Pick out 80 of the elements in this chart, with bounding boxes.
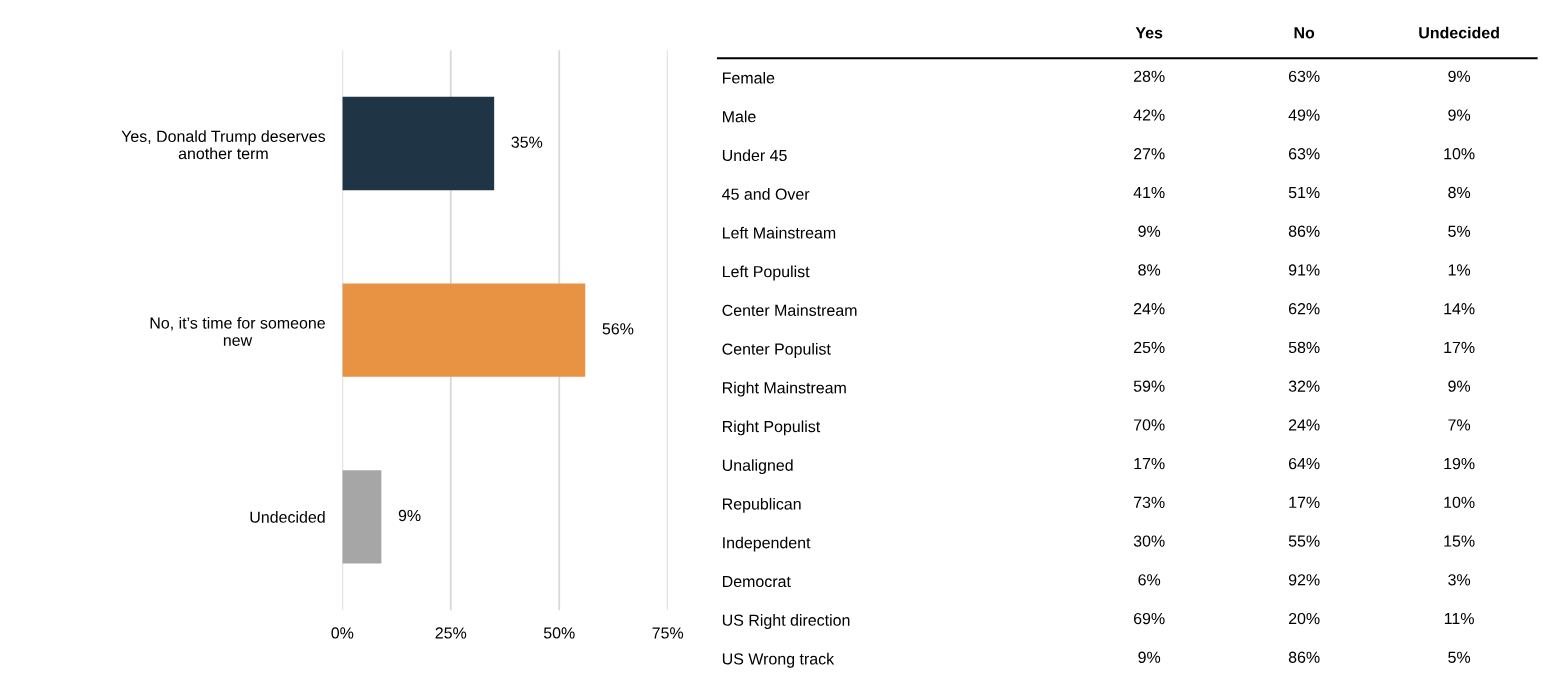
text: 5% (1448, 651, 1471, 663)
text: 49% (1288, 109, 1320, 121)
text: 41% (1133, 186, 1165, 199)
text: 27% (1134, 148, 1165, 160)
y-tick-label: No, it’s time for someone new (150, 316, 325, 346)
y-tick-label: Undecided (250, 511, 325, 523)
bar (342, 283, 586, 377)
x-tick-label: 75% (652, 627, 684, 639)
data-label: 9% (398, 509, 421, 522)
text: 86% (1288, 651, 1320, 663)
x-tick-label: 25% (435, 627, 467, 639)
category-label: Right Mainstream (723, 381, 846, 397)
text: 3% (1448, 574, 1471, 586)
text: 42% (1133, 109, 1165, 121)
text: 17% (1444, 341, 1475, 354)
category-label: Right Populist (723, 420, 821, 436)
text: 10% (1444, 148, 1475, 160)
category-label: Under 45 (722, 149, 787, 162)
category-label: US Right direction (722, 614, 850, 630)
text: 73% (1134, 496, 1165, 508)
text: 70% (1134, 419, 1165, 431)
text: 19% (1444, 457, 1475, 470)
category-label: Undecided (1419, 26, 1499, 39)
text: 7% (1448, 419, 1471, 431)
text: 30% (1133, 535, 1165, 547)
text: 92% (1288, 574, 1320, 586)
text: 63% (1288, 70, 1320, 82)
text: 9% (1448, 380, 1471, 392)
category-label: 45 and Over (722, 188, 810, 200)
text: 8% (1448, 186, 1471, 199)
text: 20% (1288, 612, 1320, 625)
text: 32% (1288, 380, 1320, 392)
category-label: Independent (723, 536, 811, 552)
text: 24% (1288, 419, 1320, 431)
text: 14% (1444, 303, 1475, 315)
text: 1% (1448, 264, 1471, 276)
text: 9% (1448, 70, 1471, 82)
text: 51% (1288, 186, 1320, 199)
category-label: Republican (723, 497, 801, 513)
category-label: US Wrong track (722, 652, 835, 668)
data-label: 35% (511, 136, 543, 148)
y-tick-label: Yes, Donald Trump deserves another term (121, 130, 326, 160)
category-label: Left Populist (723, 265, 810, 281)
text: 9% (1448, 109, 1471, 121)
category-label: Male (723, 110, 756, 123)
category-label: No (1294, 27, 1315, 39)
text: 63% (1288, 148, 1320, 160)
category-label: Center Mainstream (722, 304, 857, 316)
text: 91% (1288, 264, 1320, 276)
text: 28% (1134, 70, 1165, 82)
x-tick-label: 50% (543, 627, 575, 639)
text: 69% (1134, 612, 1165, 625)
bar (342, 470, 382, 564)
text: 6% (1138, 574, 1161, 586)
text: 59% (1133, 380, 1165, 392)
text: 25% (1134, 341, 1165, 354)
text: 9% (1138, 225, 1161, 237)
text: 11% (1444, 612, 1474, 625)
text: 58% (1288, 341, 1320, 354)
text: 62% (1288, 303, 1320, 315)
text: 10% (1444, 496, 1475, 508)
text: 5% (1448, 225, 1471, 237)
text: 15% (1444, 535, 1475, 547)
x-tick-label: 0% (331, 627, 354, 639)
data-label: 56% (602, 323, 634, 335)
bar (342, 96, 495, 191)
category-label: Center Populist (722, 343, 831, 358)
text: 17% (1289, 496, 1320, 508)
text: 86% (1288, 225, 1320, 237)
category-label: Unaligned (722, 459, 793, 475)
text: 9% (1138, 651, 1161, 663)
category-label: Yes (1135, 27, 1163, 39)
category-label: Democrat (723, 575, 791, 588)
text: 8% (1138, 264, 1161, 276)
text: 64% (1288, 457, 1320, 470)
category-label: Female (723, 71, 775, 84)
category-label: Left Mainstream (723, 226, 836, 239)
text: 17% (1134, 458, 1165, 470)
text: 24% (1134, 303, 1165, 315)
text: 55% (1288, 535, 1320, 547)
